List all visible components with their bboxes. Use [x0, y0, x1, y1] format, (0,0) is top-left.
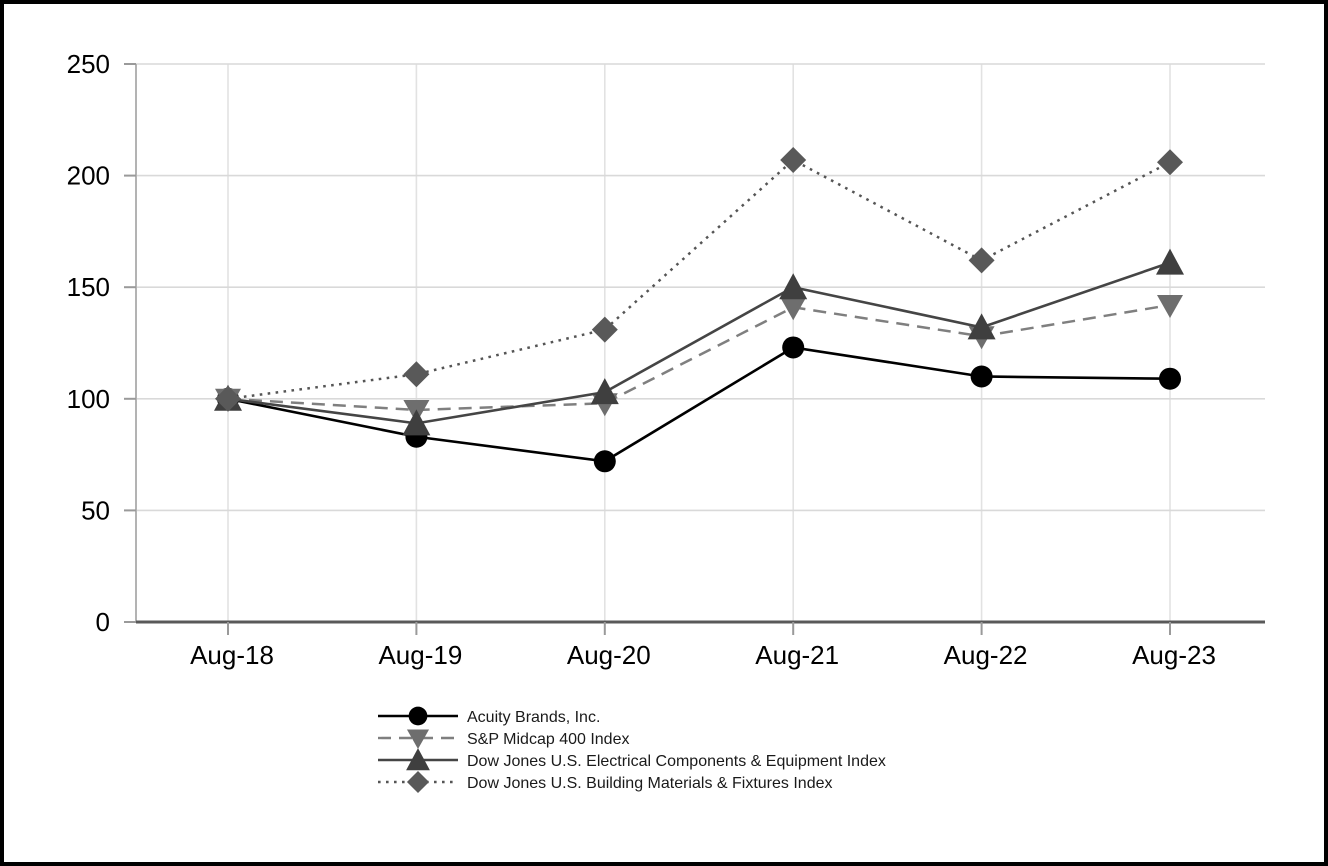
legend: Acuity Brands, Inc. S&P Midcap 400 Index D… [378, 706, 886, 794]
data-point-dow-jones-u-s-building-materials-fixtures-index-aug-21 [780, 146, 807, 173]
y-tick-label-200: 200 [67, 161, 110, 191]
series-line-dow-jones-u-s-building-materials-fixtures-index [227, 158, 1171, 401]
data-point-dow-jones-u-s-building-materials-fixtures-index-aug-20 [591, 316, 618, 343]
data-point-dow-jones-u-s-electrical-components-equipment-index-aug-23 [1156, 248, 1184, 275]
x-tick-label-aug-19: Aug-19 [378, 640, 462, 670]
data-point-dow-jones-u-s-electrical-components-equipment-index-aug-22 [967, 313, 996, 340]
legend-label: Acuity Brands, Inc. [467, 709, 600, 726]
legend-label: Dow Jones U.S. Building Materials & Fixt… [467, 775, 832, 792]
series-line-dow-jones-u-s-electrical-components-equipment-index [227, 261, 1171, 425]
gridlines [136, 63, 1265, 622]
data-point-s-p-midcap-400-index-aug-23 [1157, 295, 1183, 319]
legend-item-s-p-midcap-400-index: S&P Midcap 400 Index [378, 729, 629, 750]
data-point-dow-jones-u-s-electrical-components-equipment-index-aug-21 [779, 273, 808, 300]
data-point-dow-jones-u-s-building-materials-fixtures-index-aug-19 [403, 361, 430, 388]
y-tick-label-150: 150 [67, 272, 110, 302]
legend-marker-circle [408, 706, 428, 726]
data-point-s-p-midcap-400-index-aug-21 [780, 297, 807, 321]
x-axis-tick-labels: Aug-18 Aug-19 Aug-20 Aug-21 Aug-22 Aug-23 [190, 640, 1216, 670]
legend-label: Dow Jones U.S. Electrical Components & E… [467, 753, 886, 770]
series-line-acuity-brands-inc [227, 346, 1171, 463]
y-tick-label-100: 100 [67, 384, 110, 414]
data-point-dow-jones-u-s-building-materials-fixtures-index-aug-18 [215, 385, 241, 412]
legend-item-acuity-brands-inc: Acuity Brands, Inc. [378, 706, 600, 726]
y-tick-label-0: 0 [96, 607, 110, 637]
legend-label: S&P Midcap 400 Index [467, 731, 629, 748]
data-series [214, 146, 1184, 473]
data-point-dow-jones-u-s-electrical-components-equipment-index-aug-19 [402, 409, 431, 436]
legend-item-dow-jones-u-s-electrical-components-equipment-index: Dow Jones U.S. Electrical Components & E… [378, 748, 886, 771]
x-tick-label-aug-23: Aug-23 [1132, 640, 1216, 670]
x-tick-label-aug-20: Aug-20 [567, 640, 651, 670]
data-point-acuity-brands-inc-aug-22 [970, 365, 993, 388]
series-acuity-brands-inc [217, 336, 1181, 473]
x-tick-label-aug-18: Aug-18 [190, 640, 274, 670]
legend-marker-triangle-up [406, 748, 430, 771]
legend-item-dow-jones-u-s-building-materials-fixtures-index: Dow Jones U.S. Building Materials & Fixt… [378, 770, 832, 794]
series-dow-jones-u-s-building-materials-fixtures-index [215, 146, 1183, 412]
series-line-s-p-midcap-400-index [227, 303, 1171, 412]
data-point-acuity-brands-inc-aug-21 [782, 336, 805, 359]
x-tick-label-aug-21: Aug-21 [755, 640, 839, 670]
data-point-acuity-brands-inc-aug-20 [593, 450, 616, 473]
data-point-dow-jones-u-s-electrical-components-equipment-index-aug-20 [590, 378, 619, 405]
y-tick-label-250: 250 [67, 49, 110, 79]
x-tick-label-aug-22: Aug-22 [944, 640, 1028, 670]
y-axis-tick-labels: 0 50 100 150 200 250 [67, 49, 110, 637]
data-point-acuity-brands-inc-aug-23 [1159, 367, 1181, 390]
legend-marker-triangle-down [406, 729, 430, 750]
stock-performance-line-chart: 0 50 100 150 200 250 Aug-18 Aug-19 Aug-20 Aug-21… [67, 49, 1265, 794]
data-point-dow-jones-u-s-building-materials-fixtures-index-aug-23 [1157, 149, 1183, 176]
axes [124, 63, 1265, 635]
y-tick-label-50: 50 [81, 495, 110, 525]
legend-marker-diamond [406, 770, 430, 794]
data-point-dow-jones-u-s-building-materials-fixtures-index-aug-22 [968, 247, 995, 274]
